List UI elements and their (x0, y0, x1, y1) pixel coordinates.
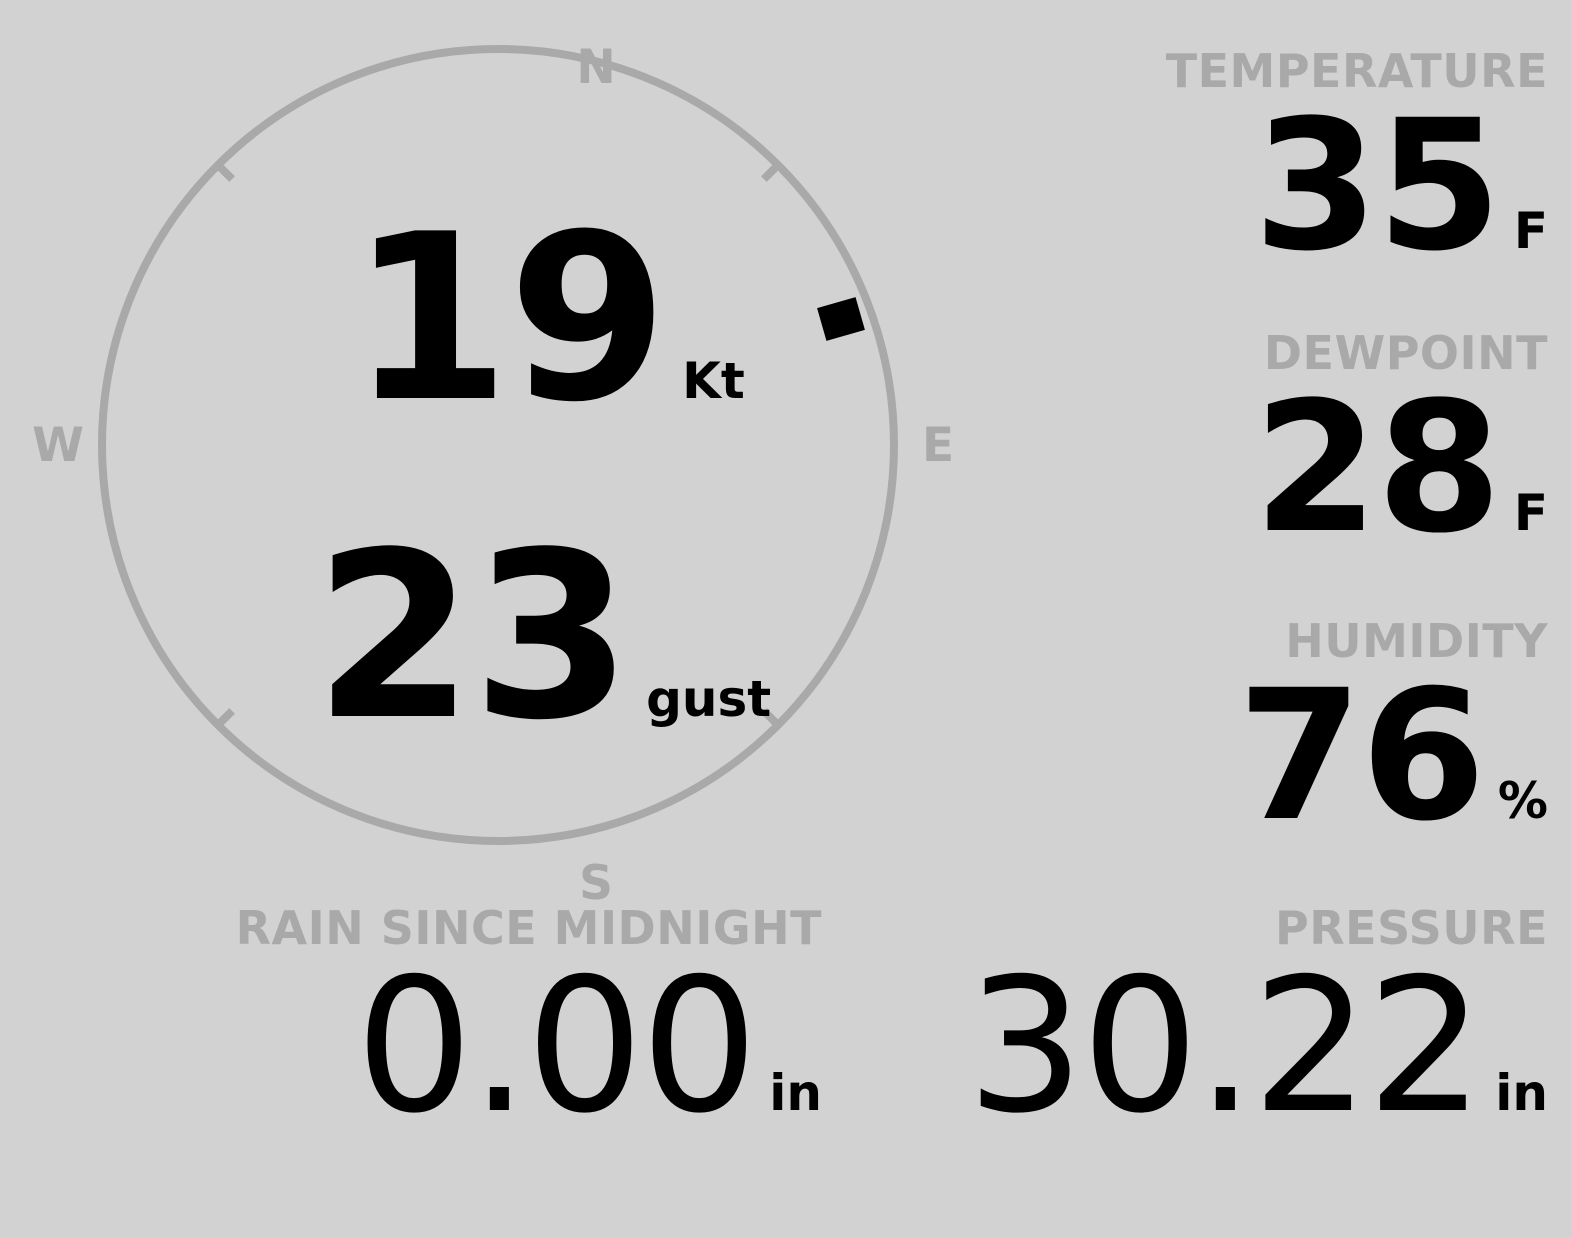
wind-gust-value: 23 (314, 504, 632, 771)
temperature-panel: TEMPERATURE 35 F (900, 48, 1548, 279)
compass-label-north: N (576, 40, 616, 95)
pressure-readout: 30.22 in (820, 951, 1548, 1142)
rain-unit: in (769, 1064, 822, 1122)
wind-speed-readout: 19 Kt (350, 205, 745, 435)
dewpoint-readout: 28 F (900, 364, 1548, 573)
rain-label: RAIN SINCE MIDNIGHT (235, 901, 822, 955)
pressure-panel: PRESSURE 30.22 in (820, 905, 1548, 1142)
wind-compass-dial: N E S W 19 Kt 23 gust (32, 40, 954, 907)
temperature-value: 35 (1253, 82, 1501, 291)
wind-gust-unit: gust (646, 670, 772, 728)
pressure-unit: in (1495, 1064, 1548, 1122)
pressure-label: PRESSURE (1275, 901, 1548, 955)
dewpoint-panel: DEWPOINT 28 F (900, 330, 1548, 561)
wind-speed-value: 19 (350, 186, 668, 453)
compass-label-south: S (579, 856, 613, 911)
rain-panel: RAIN SINCE MIDNIGHT 0.00 in (150, 905, 822, 1142)
compass-tick-marks (215, 162, 781, 728)
compass-label-west: W (32, 418, 84, 473)
temperature-label: TEMPERATURE (1165, 44, 1548, 98)
pressure-value: 30.22 (966, 938, 1485, 1154)
humidity-readout: 76 % (900, 652, 1548, 861)
humidity-value: 76 (1237, 652, 1485, 861)
humidity-unit: % (1497, 772, 1548, 830)
temperature-readout: 35 F (900, 82, 1548, 291)
wind-speed-unit: Kt (682, 352, 745, 410)
dewpoint-value: 28 (1253, 364, 1501, 573)
compass-label-east: E (921, 418, 955, 473)
temperature-unit: F (1513, 202, 1548, 260)
rain-readout: 0.00 in (150, 951, 822, 1142)
rain-value: 0.00 (355, 938, 758, 1154)
compass-ring (98, 45, 898, 845)
dewpoint-label: DEWPOINT (1263, 326, 1548, 380)
wind-gust-readout: 23 gust (314, 523, 771, 753)
humidity-panel: HUMIDITY 76 % (900, 618, 1548, 849)
humidity-label: HUMIDITY (1285, 614, 1548, 668)
dewpoint-unit: F (1513, 484, 1548, 542)
